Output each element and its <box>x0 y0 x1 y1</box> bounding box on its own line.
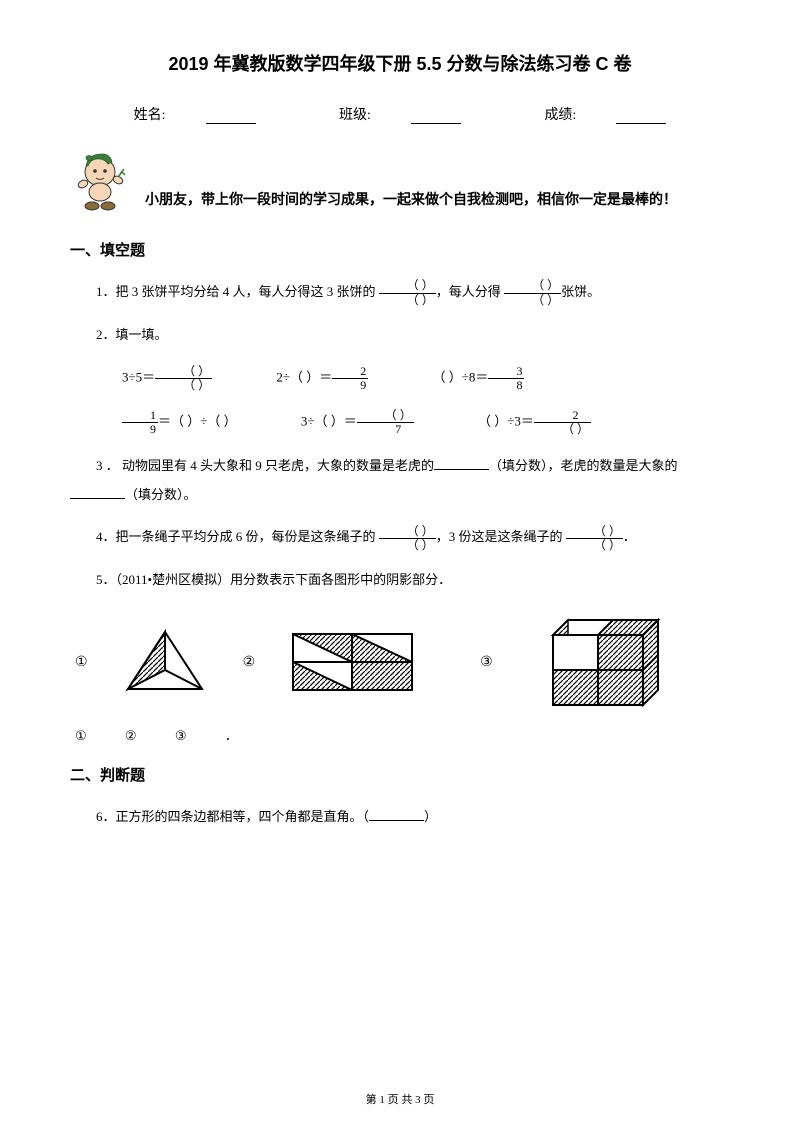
frac-blank-icon[interactable]: （ ）（ ） <box>566 525 623 552</box>
ans2[interactable]: ② <box>125 728 137 743</box>
q1-t2: ，每人分得 <box>436 284 501 299</box>
score-blank[interactable] <box>616 108 666 124</box>
mascot-icon <box>70 144 130 214</box>
q3-num: 3 ． <box>96 458 122 473</box>
q6-t2: ） <box>424 809 437 824</box>
eq-row-2: 19＝（ ）÷（ ） 3÷（ ）＝（ ）7 （ ）÷3＝2（ ） <box>70 409 730 436</box>
frac-blank-icon[interactable]: （ ）（ ） <box>504 279 561 306</box>
q4-num: 4． <box>96 529 116 544</box>
q2-num: 2． <box>96 327 116 342</box>
class-label: 班级: <box>339 104 371 124</box>
q4: 4．把一条绳子平均分成 6 份，每份是这条绳子的 （ ）（ ），3 份这是这条绳… <box>70 523 730 552</box>
eq1a-pre: 3÷5＝ <box>122 370 155 385</box>
ans-dot: ． <box>225 728 238 743</box>
q4-t1: 把一条绳子平均分成 6 份，每份是这条绳子的 <box>116 529 376 544</box>
cube-figure-icon <box>528 615 663 710</box>
section2-title: 二、判断题 <box>70 764 730 785</box>
frac-blank-icon[interactable]: （ ）（ ） <box>379 525 436 552</box>
frac-blank-icon[interactable]: （ ）（ ） <box>379 279 436 306</box>
ans1[interactable]: ① <box>75 728 87 743</box>
eq2a-post: ＝（ ）÷（ ） <box>158 413 237 428</box>
frac-2-blank[interactable]: 2（ ） <box>534 409 591 436</box>
triangle-figure-icon <box>123 627 208 697</box>
q3-t3: （填分数）。 <box>125 487 197 502</box>
q3: 3 ． 动物园里有 4 头大象和 9 只老虎，大象的数量是老虎的 （填分数），老虎… <box>70 452 730 509</box>
q3-t2: （填分数），老虎的数量是大象的 <box>489 458 678 473</box>
name-label: 姓名: <box>134 104 166 124</box>
encourage-text: 小朋友，带上你一段时间的学习成果，一起来做个自我检测吧，相信你一定是最棒的！ <box>145 189 677 214</box>
page-title: 2019 年冀教版数学四年级下册 5.5 分数与除法练习卷 C 卷 <box>70 50 730 76</box>
q2-t: 填一填。 <box>116 327 168 342</box>
fig3-label: ③ <box>480 654 493 671</box>
score-label: 成绩: <box>544 104 576 124</box>
q1-num: 1． <box>96 284 116 299</box>
q5-t: （2011•楚州区模拟）用分数表示下面各图形中的阴影部分． <box>116 572 452 587</box>
frac-1-9: 19 <box>122 409 158 436</box>
q3-t1: 动物园里有 4 头大象和 9 只老虎，大象的数量是老虎的 <box>122 458 434 473</box>
q5-num: 5． <box>96 572 116 587</box>
name-blank[interactable] <box>206 108 256 124</box>
eq2b-pre: 3÷（ ）＝ <box>301 413 357 428</box>
q6-num: 6． <box>96 809 116 824</box>
frac-2-9: 29 <box>332 365 368 392</box>
q6-t: 正方形的四条边都相等，四个角都是直角。（ <box>116 809 370 824</box>
q5: 5．（2011•楚州区模拟）用分数表示下面各图形中的阴影部分． <box>70 566 730 595</box>
eq2c-pre: （ ）÷3＝ <box>478 413 534 428</box>
q1-t3: 张饼。 <box>561 284 600 299</box>
section1-title: 一、填空题 <box>70 239 730 260</box>
eq1c-pre: （ ）÷8＝ <box>433 370 489 385</box>
q5-answers: ① ② ③ ． <box>75 725 730 744</box>
page-footer: 第 1 页 共 3 页 <box>0 1091 800 1107</box>
rectangle-figure-icon <box>290 631 415 693</box>
q6: 6．正方形的四条边都相等，四个角都是直角。（ ） <box>70 803 730 832</box>
q4-t3: ． <box>623 529 636 544</box>
q6-blank[interactable] <box>369 807 424 821</box>
ans3[interactable]: ③ <box>175 728 187 743</box>
eq-row-1: 3÷5＝（ ）（ ） 2÷（ ）＝29 （ ）÷8＝38 <box>70 365 730 392</box>
fig1-label: ① <box>75 654 88 671</box>
frac-blank-icon[interactable]: （ ）（ ） <box>155 365 212 392</box>
class-blank[interactable] <box>411 108 461 124</box>
q2: 2．填一填。 <box>70 321 730 350</box>
q1: 1．把 3 张饼平均分给 4 人，每人分得这 3 张饼的 （ ）（ ），每人分得… <box>70 278 730 307</box>
fig2-label: ② <box>243 654 256 671</box>
q3-blank2[interactable] <box>70 485 125 499</box>
frac-3-8: 38 <box>488 365 524 392</box>
q5-figures: ① ② ③ <box>75 615 730 710</box>
frac-blank-7[interactable]: （ ）7 <box>357 409 414 436</box>
q1-t1: 把 3 张饼平均分给 4 人，每人分得这 3 张饼的 <box>116 284 376 299</box>
eq1b-pre: 2÷（ ）＝ <box>276 370 332 385</box>
info-line: 姓名: 班级: 成绩: <box>70 104 730 124</box>
q3-blank1[interactable] <box>434 456 489 470</box>
q4-t2: ，3 份这是这条绳子的 <box>436 529 563 544</box>
